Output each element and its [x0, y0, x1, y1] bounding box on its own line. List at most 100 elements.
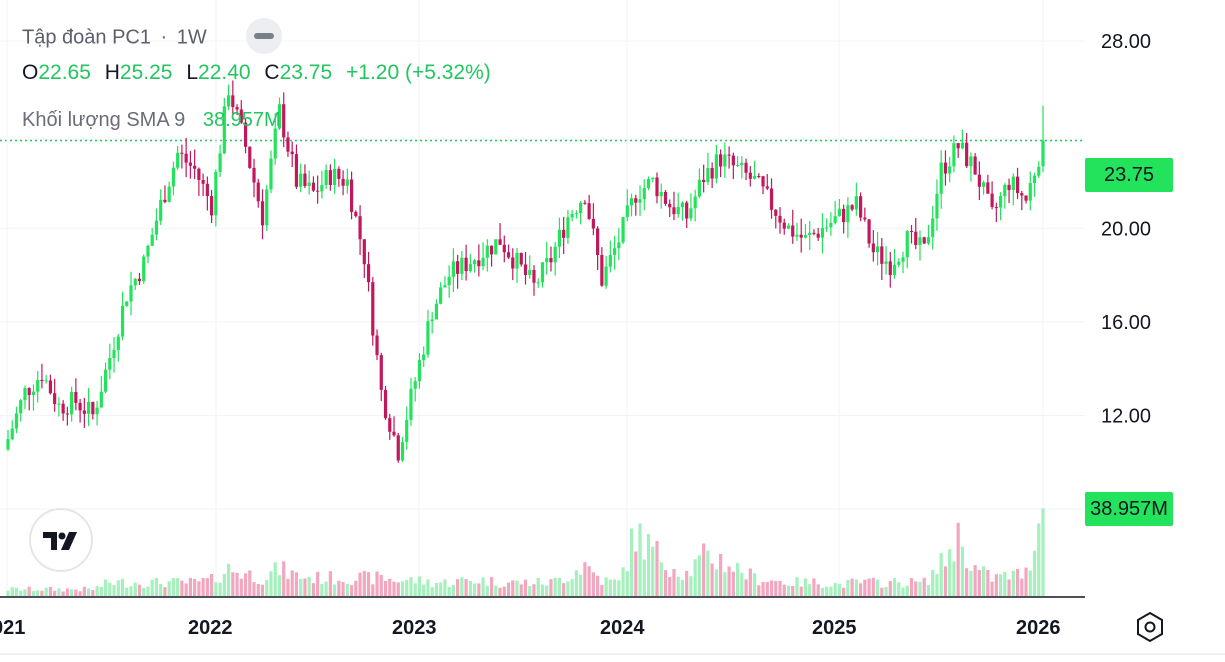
volume-bar [40, 590, 44, 596]
volume-bar [735, 562, 740, 596]
volume-bar [167, 581, 171, 596]
symbol-name[interactable]: Tập đoàn PC1 [22, 26, 151, 49]
candle-body [651, 177, 655, 179]
candle-body [489, 245, 494, 255]
candle-body [502, 244, 506, 253]
candle-body [422, 354, 426, 361]
volume-bar [774, 580, 778, 596]
volume-bar [651, 546, 655, 596]
candle-body [799, 234, 803, 238]
candle-body [748, 172, 752, 179]
candle-body [57, 403, 61, 405]
volume-bar [846, 579, 850, 596]
collapse-legend-button[interactable] [246, 18, 283, 54]
volume-bar [413, 583, 417, 596]
volume-bar [659, 562, 663, 596]
candle-body [86, 402, 91, 414]
volume-bar [400, 581, 405, 596]
volume-bar [494, 585, 498, 596]
candle-body [668, 203, 672, 208]
volume-bar [685, 570, 689, 596]
candle-body [112, 349, 116, 359]
candle-body [506, 252, 511, 258]
candle-body [456, 261, 460, 274]
volume-bar [146, 586, 150, 596]
volume-bar [125, 587, 129, 596]
candle-body [990, 193, 994, 208]
candle-body [176, 152, 180, 168]
volume-bar [231, 572, 235, 596]
candle-body [528, 269, 532, 275]
volume-bar [375, 571, 379, 596]
candle-body [765, 186, 769, 189]
volume-bar [180, 580, 184, 596]
volume-bar [757, 585, 761, 596]
volume-bar [1011, 570, 1015, 596]
volume-bar [612, 579, 617, 596]
open-value: 22.65 [38, 61, 91, 84]
volume-bar [583, 562, 587, 596]
volume-bar [451, 584, 455, 596]
candle-body [744, 162, 748, 173]
volume-bar [103, 579, 108, 596]
candle-body [460, 257, 464, 274]
candle-body [48, 380, 53, 394]
volume-bar [952, 561, 956, 596]
candle-body [205, 183, 209, 197]
interval-label[interactable]: 1W [176, 26, 207, 49]
open-label: O [22, 61, 39, 84]
volume-bar [914, 581, 918, 596]
volume-bar [176, 578, 180, 596]
volume-bar [557, 577, 562, 596]
candle-body [854, 196, 858, 210]
volume-bar [549, 579, 553, 596]
volume-bar [120, 578, 125, 596]
volume-bar [837, 583, 841, 596]
volume-bar [706, 550, 710, 596]
volume-bar [345, 583, 349, 596]
candle-body [388, 418, 392, 432]
volume-bar [680, 579, 685, 596]
candle-body [413, 381, 417, 389]
volume-bar [697, 555, 702, 596]
candle-body [1007, 184, 1011, 191]
candle-body [515, 252, 519, 269]
candle-body [333, 168, 337, 185]
volume-bar [91, 590, 95, 596]
volume-bar [663, 570, 668, 596]
candle-body [430, 319, 434, 322]
candle-body [494, 239, 498, 255]
volume-bar [61, 591, 65, 596]
volume-bar [44, 587, 48, 596]
volume-bar [108, 582, 112, 596]
candle-body [294, 154, 299, 187]
candle-body [451, 261, 455, 277]
volume-bar [752, 573, 757, 596]
candle-body [417, 360, 422, 382]
candle-body [769, 188, 774, 210]
candle-body [226, 95, 231, 107]
candle-body [468, 264, 472, 272]
volume-bar [969, 570, 973, 596]
volume-bar [273, 562, 277, 596]
volume-indicator-row[interactable]: Khối lượng SMA 9 38.957M [22, 109, 281, 132]
hexagon-settings-icon[interactable] [1133, 610, 1167, 644]
volume-bar [918, 581, 922, 596]
tradingview-logo-icon[interactable] [29, 508, 93, 572]
volume-bar [859, 583, 863, 596]
candle-body [553, 246, 557, 263]
volume-bar [193, 578, 197, 596]
candle-body [282, 104, 286, 138]
candle-body [231, 95, 235, 108]
candle-body [757, 176, 761, 178]
volume-bar [523, 579, 528, 596]
candle-body [1020, 193, 1024, 196]
volume-bar [574, 570, 579, 596]
volume-bar [515, 580, 519, 596]
volume-tag: 38.957M [1085, 492, 1173, 526]
time-axis[interactable]: 021 2022 2023 2024 2025 2026 [0, 617, 1061, 639]
candle-body [235, 107, 239, 110]
candle-body [307, 182, 311, 187]
